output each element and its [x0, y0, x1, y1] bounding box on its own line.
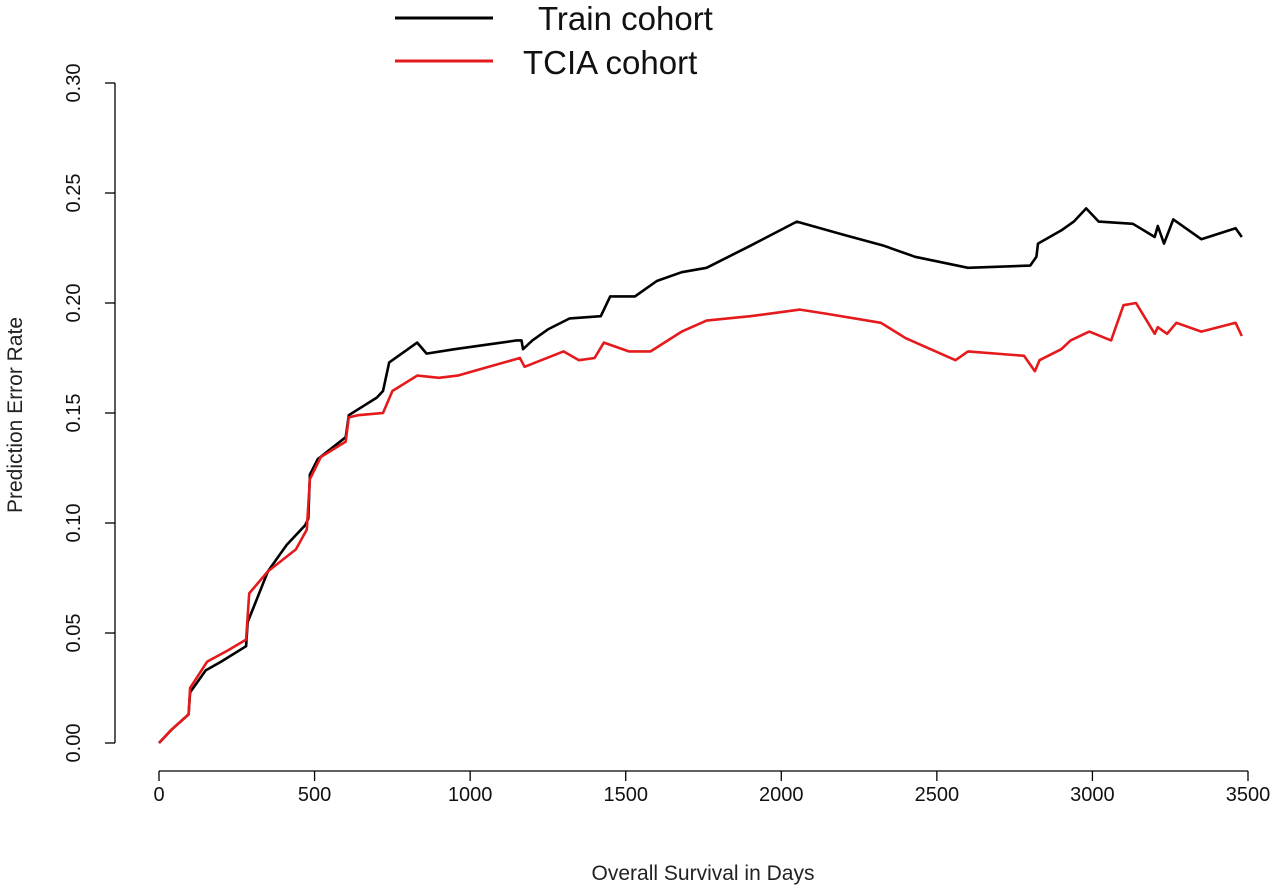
legend-label-train: Train cohort — [538, 0, 713, 37]
y-axis: 0.00 0.05 0.10 0.15 0.20 0.25 0.30 — [63, 64, 116, 763]
x-tick-label: 3500 — [1226, 784, 1271, 806]
x-tick-label: 2000 — [759, 784, 804, 806]
x-tick-label: 3000 — [1070, 784, 1115, 806]
series-line-train-cohort — [158, 207, 1243, 744]
x-tick-label: 1000 — [448, 784, 493, 806]
y-tick-label: 0.00 — [63, 724, 85, 763]
y-tick-label: 0.20 — [63, 284, 85, 323]
series-line-tcia-cohort — [158, 301, 1243, 744]
legend: Train cohort TCIA cohort — [395, 0, 713, 81]
x-tick-label: 1500 — [603, 784, 648, 806]
x-axis-title: Overall Survival in Days — [592, 862, 815, 885]
x-axis: 0 500 1000 1500 2000 2500 3000 3500 — [153, 770, 1271, 806]
y-axis-title: Prediction Error Rate — [4, 317, 27, 513]
legend-label-tcia: TCIA cohort — [523, 44, 697, 81]
series-layer — [158, 207, 1243, 744]
x-tick-label: 500 — [298, 784, 331, 806]
y-tick-label: 0.30 — [63, 64, 85, 103]
x-tick-label: 0 — [153, 784, 164, 806]
y-tick-label: 0.05 — [63, 614, 85, 653]
y-tick-label: 0.15 — [63, 394, 85, 433]
y-tick-label: 0.25 — [63, 174, 85, 213]
x-tick-label: 2500 — [915, 784, 960, 806]
y-tick-label: 0.10 — [63, 504, 85, 543]
